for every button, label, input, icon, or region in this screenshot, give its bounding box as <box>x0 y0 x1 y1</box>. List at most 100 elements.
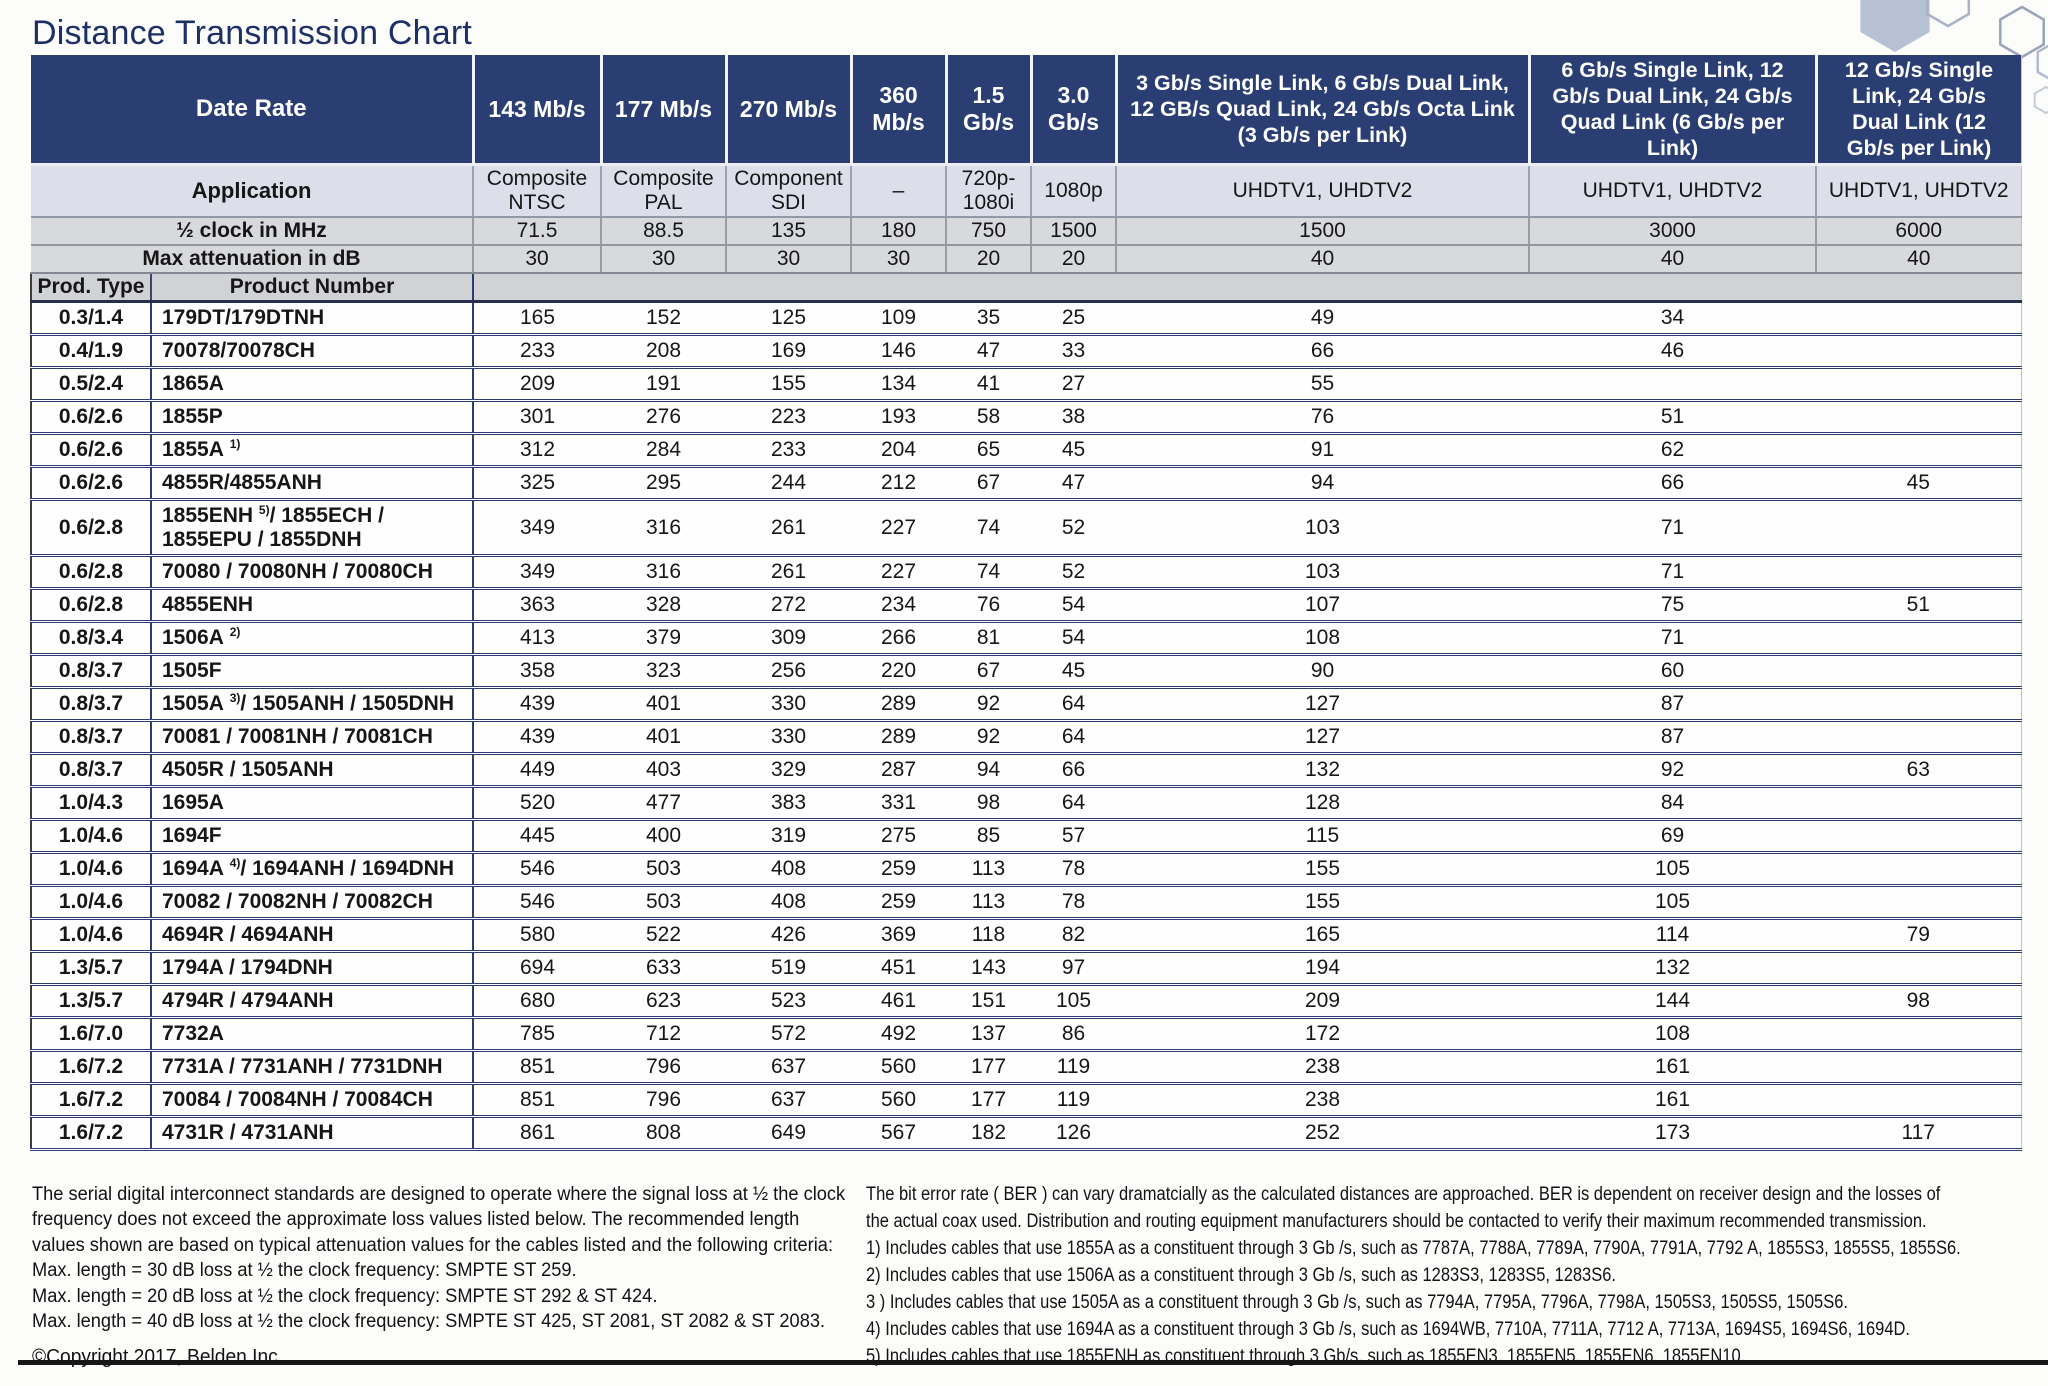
product-number-cell: 1694F <box>151 819 474 854</box>
footnote-line: values shown are based on typical attenu… <box>32 1234 834 1256</box>
distance-value-cell: 81 <box>946 621 1031 656</box>
prod-type-cell: 0.6/2.6 <box>30 400 152 435</box>
distance-value-cell: 331 <box>851 786 946 821</box>
product-number-cell: 1695A <box>151 786 474 821</box>
data-rate-header-cell: 3 Gb/s Single Link, 6 Gb/s Dual Link, 12… <box>1114 55 1529 166</box>
distance-value-cell: 63 <box>1816 753 2022 788</box>
half-clock-cell: 750 <box>945 217 1031 246</box>
distance-transmission-table: Date Rate 143 Mb/s 177 Mb/s 270 Mb/s 360 Mb… <box>30 55 2022 1151</box>
distance-value-cell: 546 <box>473 885 601 920</box>
distance-value-cell: 64 <box>1031 720 1116 755</box>
distance-value-cell: 49 <box>1116 301 1529 336</box>
distance-value-cell: 119 <box>1031 1050 1116 1085</box>
table-row: 0.3/1.4 179DT/179DTNH 165 152 125 109 35 25 49 34 <box>30 301 2022 336</box>
distance-value-cell: 461 <box>851 984 946 1019</box>
distance-value-cell: 152 <box>601 301 726 336</box>
distance-value-cell: 66 <box>1529 466 1816 501</box>
distance-value-cell: 492 <box>851 1017 946 1052</box>
prod-type-cell: 0.4/1.9 <box>30 334 152 369</box>
distance-value-cell: 259 <box>851 885 946 920</box>
distance-value-cell: 98 <box>946 786 1031 821</box>
table-row: 0.6/2.8 70080 / 70080NH / 70080CH 349 316 26… <box>30 555 2022 590</box>
distance-value-cell: 445 <box>473 819 601 854</box>
product-number-cell: 1855P <box>151 400 474 435</box>
distance-value-cell: 38 <box>1031 400 1116 435</box>
max-attenuation-label: Max attenuation in dB <box>31 245 473 274</box>
distance-value-cell <box>1816 720 2022 755</box>
prod-type-cell: 1.6/7.2 <box>30 1083 152 1118</box>
distance-value-cell: 785 <box>473 1017 601 1052</box>
distance-value-cell: 369 <box>851 918 946 953</box>
prod-type-cell: 0.6/2.8 <box>30 588 152 623</box>
product-number-cell: 1505F <box>151 654 474 689</box>
table-row: 1.0/4.6 4694R / 4694ANH 580 522 426 369 118 82 1… <box>30 918 2022 953</box>
distance-value-cell: 276 <box>601 400 726 435</box>
application-cell: Composite PAL <box>600 164 726 218</box>
distance-value-cell <box>1816 400 2022 435</box>
distance-value-cell: 349 <box>473 555 601 590</box>
distance-value-cell <box>1816 786 2022 821</box>
distance-value-cell: 256 <box>726 654 851 689</box>
table-row: 0.6/2.6 1855P 301 276 223 193 58 38 76 51 <box>30 400 2022 435</box>
distance-value-cell: 107 <box>1116 588 1529 623</box>
distance-value-cell <box>1529 367 1816 402</box>
table-row: 1.0/4.3 1695A 520 477 383 331 98 64 128 84 <box>30 786 2022 821</box>
distance-value-cell: 92 <box>946 720 1031 755</box>
distance-value-cell: 60 <box>1529 654 1816 689</box>
distance-value-cell: 134 <box>851 367 946 402</box>
distance-value-cell: 155 <box>1116 852 1529 887</box>
product-number-cell: 1855A 1) <box>151 433 474 468</box>
distance-value-cell: 363 <box>473 588 601 623</box>
distance-value-cell <box>1816 621 2022 656</box>
distance-value-cell: 329 <box>726 753 851 788</box>
distance-value-cell <box>1816 852 2022 887</box>
table-row: 1.6/7.0 7732A 785 712 572 492 137 86 172 108 <box>30 1017 2022 1052</box>
distance-value-cell: 84 <box>1529 786 1816 821</box>
distance-value-cell: 76 <box>1116 400 1529 435</box>
distance-value-cell: 408 <box>726 852 851 887</box>
distance-value-cell: 177 <box>946 1083 1031 1118</box>
distance-value-cell: 76 <box>946 588 1031 623</box>
footnote-line: 1) Includes cables that use 1855A as a c… <box>866 1238 1961 1259</box>
distance-value-cell: 325 <box>473 466 601 501</box>
distance-value-cell: 173 <box>1529 1116 1816 1151</box>
distance-value-cell: 71 <box>1529 499 1816 557</box>
distance-value-cell: 238 <box>1116 1083 1529 1118</box>
prod-type-cell: 0.8/3.7 <box>30 687 152 722</box>
product-header-spacer <box>473 273 2022 303</box>
product-number-cell: 1506A 2) <box>151 621 474 656</box>
distance-value-cell: 560 <box>851 1083 946 1118</box>
distance-value-cell: 34 <box>1529 301 1816 336</box>
distance-value-cell: 57 <box>1031 819 1116 854</box>
distance-value-cell: 27 <box>1031 367 1116 402</box>
table-row: 0.5/2.4 1865A 209 191 155 134 41 27 55 <box>30 367 2022 402</box>
distance-value-cell <box>1816 555 2022 590</box>
distance-value-cell: 233 <box>726 433 851 468</box>
distance-value-cell: 177 <box>946 1050 1031 1085</box>
distance-value-cell: 45 <box>1816 466 2022 501</box>
distance-value-cell: 86 <box>1031 1017 1116 1052</box>
distance-value-cell: 637 <box>726 1083 851 1118</box>
distance-value-cell: 47 <box>946 334 1031 369</box>
footnote-line: frequency does not exceed the approximat… <box>32 1209 800 1231</box>
prod-type-cell: 0.3/1.4 <box>30 301 152 336</box>
distance-value-cell: 319 <box>726 819 851 854</box>
prod-type-cell: 1.6/7.2 <box>30 1116 152 1151</box>
distance-value-cell: 127 <box>1116 720 1529 755</box>
distance-value-cell: 58 <box>946 400 1031 435</box>
distance-value-cell: 289 <box>851 687 946 722</box>
distance-value-cell: 151 <box>946 984 1031 1019</box>
data-rate-header-cell: 177 Mb/s <box>599 55 726 166</box>
application-cell: 1080p <box>1030 164 1116 218</box>
distance-value-cell: 330 <box>726 687 851 722</box>
distance-value-cell: 113 <box>946 885 1031 920</box>
distance-value-cell: 90 <box>1116 654 1529 689</box>
product-number-cell: 70078/70078CH <box>151 334 474 369</box>
product-number-cell: 70082 / 70082NH / 70082CH <box>151 885 474 920</box>
application-cell: 720p-1080i <box>945 164 1031 218</box>
distance-value-cell: 289 <box>851 720 946 755</box>
distance-value-cell: 623 <box>601 984 726 1019</box>
distance-value-cell: 316 <box>601 499 726 557</box>
footnote-line: Max. length = 30 dB loss at ½ the clock … <box>32 1260 577 1282</box>
